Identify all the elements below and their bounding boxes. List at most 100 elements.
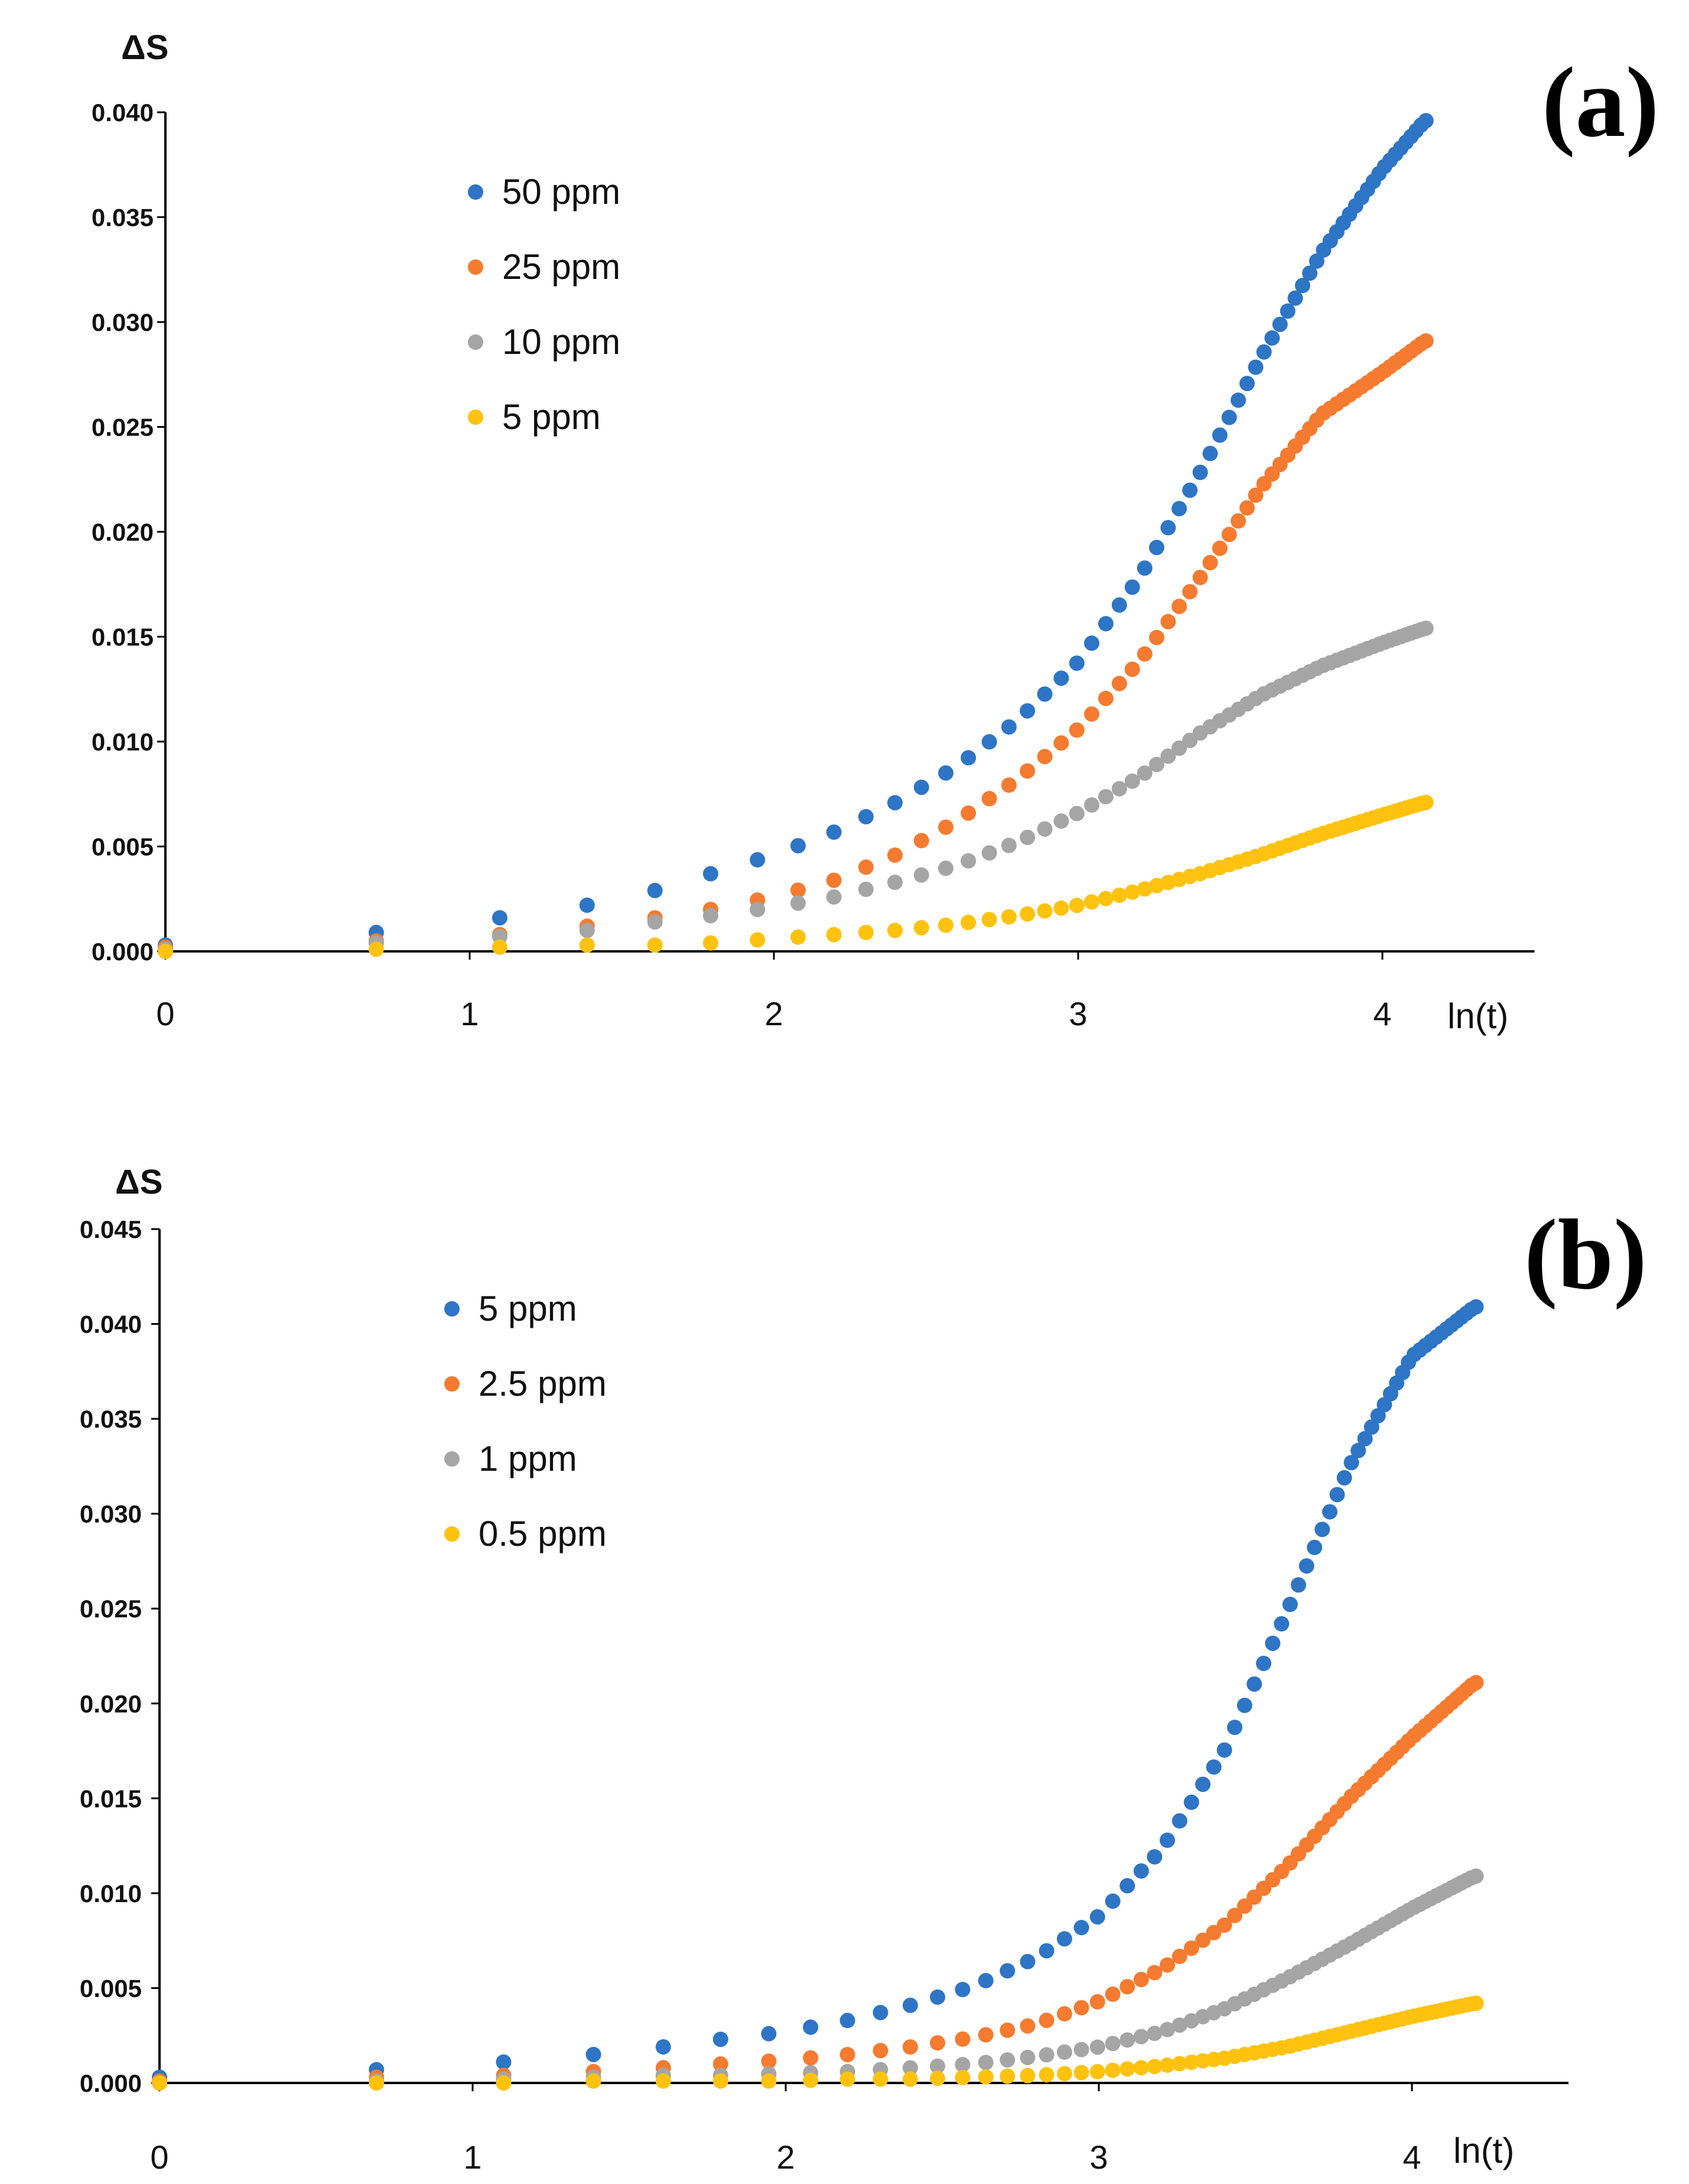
data-point <box>1256 344 1272 360</box>
data-point <box>1124 773 1140 789</box>
data-point <box>1098 690 1114 706</box>
data-point <box>839 2071 855 2087</box>
data-point <box>1083 894 1099 910</box>
legend-label: 25 ppm <box>502 247 620 287</box>
panel-a-label: (a) <box>1542 47 1659 158</box>
data-point <box>1280 303 1296 319</box>
data-point <box>1089 1909 1105 1925</box>
x-tick-label: 0 <box>150 2138 168 2176</box>
data-point <box>1120 2061 1135 2077</box>
data-point <box>1137 765 1153 781</box>
panel-b-y-axis-label: ΔS <box>115 1163 162 1201</box>
y-tick-label: 0.015 <box>92 623 154 651</box>
data-point <box>930 2058 946 2074</box>
panel-a-x-axis-label: ln(t) <box>1447 996 1508 1036</box>
data-point <box>1160 1957 1176 1973</box>
data-point <box>1357 1431 1373 1447</box>
series-5-ppm <box>152 1299 1484 2085</box>
data-point <box>1195 1932 1211 1948</box>
data-point <box>981 912 997 928</box>
data-point <box>803 2050 819 2066</box>
data-point <box>1001 837 1017 853</box>
data-point <box>1147 2026 1163 2042</box>
data-point <box>1182 584 1198 600</box>
data-point <box>1282 1597 1298 1613</box>
data-point <box>1137 560 1153 576</box>
panel-b-x-axis-label: ln(t) <box>1453 2131 1514 2170</box>
data-point <box>1105 1986 1121 2002</box>
panel-a-y-axis-label: ΔS <box>121 28 168 67</box>
data-point <box>1089 1994 1105 2010</box>
data-point <box>1083 797 1099 813</box>
data-point <box>492 910 507 926</box>
data-point <box>1299 1558 1314 1574</box>
panel-b-label: (b) <box>1524 1199 1647 1310</box>
data-point <box>1171 1948 1187 1964</box>
x-tick-label: 3 <box>1069 995 1087 1032</box>
data-point <box>961 750 977 766</box>
data-point <box>1248 488 1264 503</box>
series-0-5-ppm <box>152 1996 1484 2091</box>
data-point <box>158 944 173 959</box>
y-tick-label: 0.000 <box>80 2069 142 2097</box>
data-point <box>803 2072 819 2088</box>
y-tick-label: 0.005 <box>92 833 154 861</box>
data-point <box>647 883 663 899</box>
data-point <box>1183 1795 1199 1811</box>
data-point <box>839 2013 855 2029</box>
y-tick-label: 0.010 <box>92 728 154 756</box>
data-point <box>1171 500 1187 516</box>
data-point <box>902 1997 918 2013</box>
legend-label: 2.5 ppm <box>479 1364 607 1403</box>
data-point <box>978 2055 994 2071</box>
data-point <box>858 809 874 825</box>
data-point <box>1053 900 1069 916</box>
data-point <box>1111 888 1127 904</box>
data-point <box>761 2073 777 2089</box>
data-point <box>702 935 718 951</box>
data-point <box>496 2075 512 2091</box>
data-point <box>938 917 953 933</box>
data-point <box>930 2071 946 2086</box>
panel-a: (a) ΔS ln(t) 0.000 0.005 0.010 0.015 0.020 0.… <box>92 28 1659 1036</box>
data-point <box>1236 1698 1252 1714</box>
legend-label: 5 ppm <box>502 397 601 437</box>
data-point <box>1039 2067 1055 2083</box>
data-point <box>981 845 997 861</box>
legend-label: 50 ppm <box>502 172 620 212</box>
data-point <box>858 924 874 940</box>
data-point <box>961 805 977 821</box>
legend-marker <box>468 334 483 350</box>
data-point <box>1255 1655 1271 1671</box>
data-point <box>1105 2036 1121 2052</box>
data-point <box>1160 2057 1176 2073</box>
data-point <box>1468 1299 1484 1315</box>
data-point <box>496 2054 512 2070</box>
data-point <box>981 734 997 750</box>
data-point <box>1248 359 1264 375</box>
data-point <box>1001 909 1017 925</box>
data-point <box>1418 794 1434 810</box>
data-point <box>1056 2006 1072 2022</box>
data-point <box>1020 830 1036 846</box>
y-tick-label: 0.035 <box>92 204 154 232</box>
data-point <box>1216 1917 1232 1933</box>
data-point <box>1137 881 1153 897</box>
x-tick-label: 2 <box>764 995 783 1032</box>
data-point <box>1137 646 1153 662</box>
data-point <box>579 937 595 953</box>
data-point <box>1264 330 1280 346</box>
data-point <box>1056 2044 1072 2060</box>
data-point <box>1001 777 1017 793</box>
data-point <box>1020 2068 1036 2084</box>
data-point <box>1124 661 1140 677</box>
data-point <box>1073 2042 1089 2058</box>
data-point <box>1160 520 1176 536</box>
data-point <box>955 1981 971 1997</box>
data-point <box>1056 2066 1072 2082</box>
data-point <box>1020 763 1036 779</box>
y-tick-label: 0.020 <box>92 518 154 546</box>
data-point <box>1221 526 1237 542</box>
y-tick-label: 0.005 <box>80 1974 142 2002</box>
data-point <box>902 2071 918 2087</box>
